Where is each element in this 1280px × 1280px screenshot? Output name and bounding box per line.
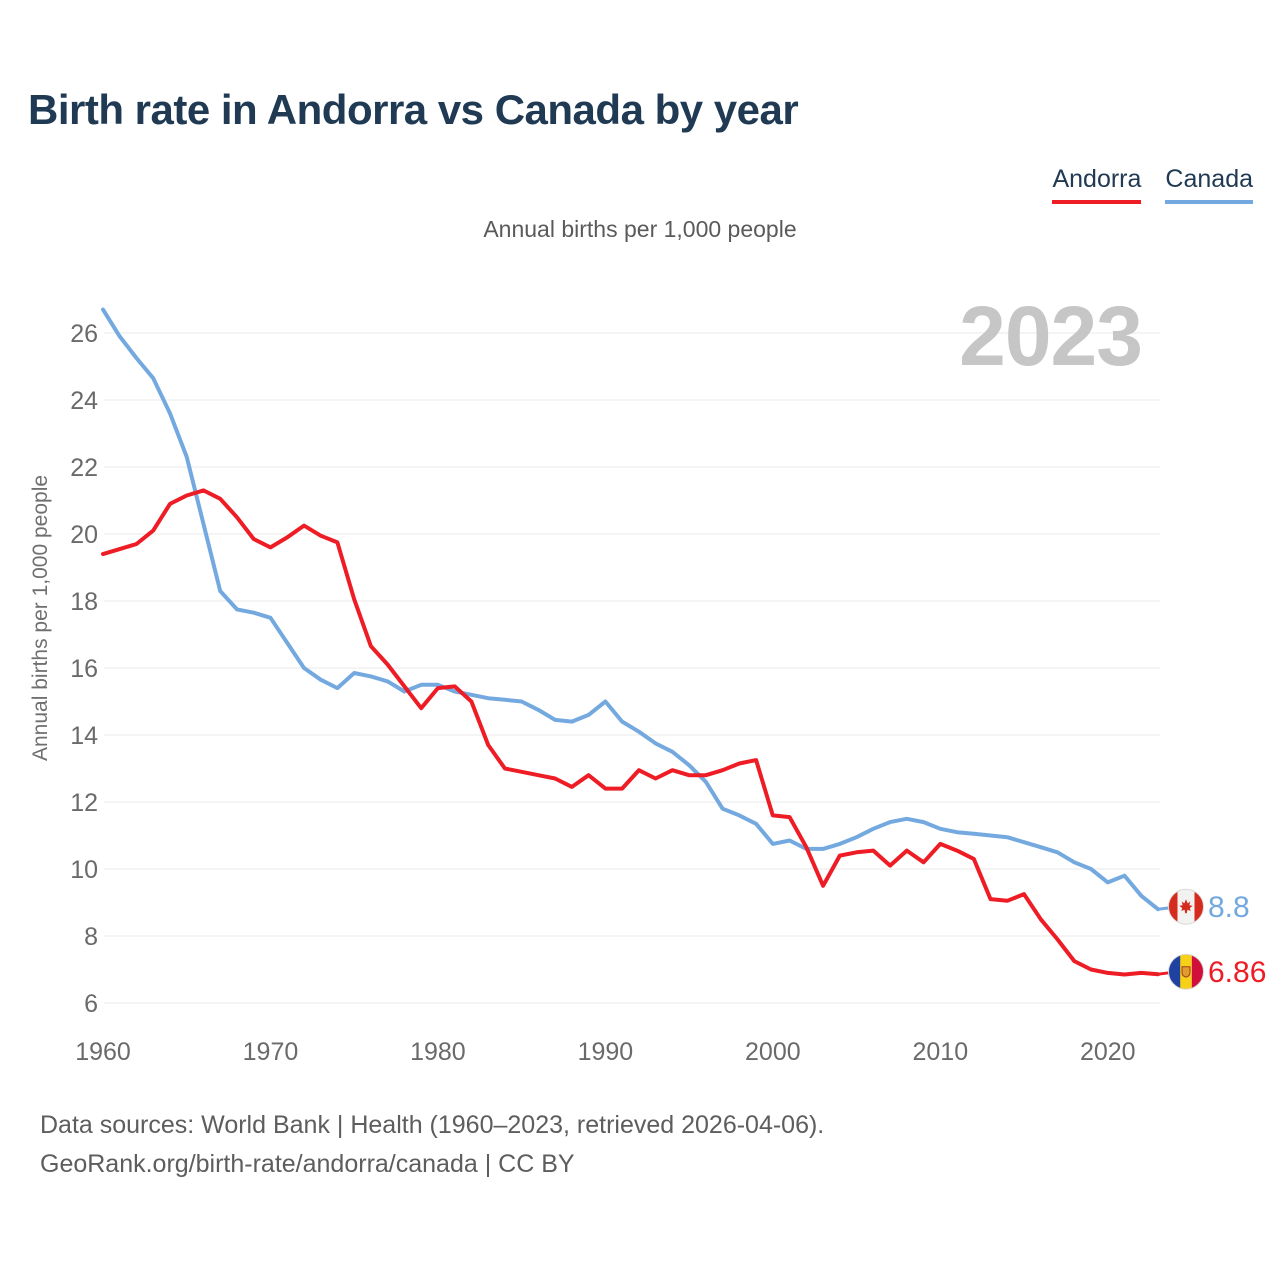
data-sources-line: Data sources: World Bank | Health (1960–… [40, 1111, 825, 1139]
andorra-flag-icon [1168, 953, 1204, 990]
x-tick-label: 1990 [578, 1038, 634, 1066]
canada-flag-icon [1168, 888, 1204, 925]
legend-item-canada[interactable]: Canada [1165, 165, 1253, 204]
chart-subtitle: Annual births per 1,000 people [483, 216, 797, 242]
x-tick-label: 1970 [243, 1038, 299, 1066]
legend: Andorra Canada [1052, 165, 1253, 204]
y-tick-label: 16 [70, 655, 98, 683]
y-tick-label: 22 [70, 454, 98, 482]
end-value-label-canada: 8.8 [1208, 891, 1250, 924]
series-line-canada[interactable] [101, 307, 1160, 912]
y-tick-label: 6 [84, 990, 98, 1018]
y-tick-label: 14 [70, 722, 98, 750]
x-tick-label: 2020 [1080, 1038, 1136, 1066]
x-tick-label: 1980 [410, 1038, 466, 1066]
x-tick-label: 1960 [75, 1038, 131, 1066]
y-tick-label: 12 [70, 789, 98, 817]
x-tick-label: 2000 [745, 1038, 801, 1066]
end-connector [1157, 906, 1171, 911]
y-tick-label: 10 [70, 856, 98, 884]
y-tick-label: 24 [70, 387, 98, 415]
legend-item-andorra[interactable]: Andorra [1052, 165, 1142, 204]
y-tick-label: 26 [70, 320, 98, 348]
end-value-label-andorra: 6.86 [1208, 956, 1266, 989]
y-tick-label: 20 [70, 521, 98, 549]
series-line-andorra[interactable] [101, 488, 1160, 977]
y-tick-label: 8 [84, 923, 98, 951]
y-tick-label: 18 [70, 588, 98, 616]
maple-leaf-icon [1179, 899, 1193, 914]
attribution-line: GeoRank.org/birth-rate/andorra/canada | … [40, 1150, 575, 1178]
chart-footer: Data sources: World Bank | Health (1960–… [40, 1106, 824, 1184]
page-title: Birth rate in Andorra vs Canada by year [28, 86, 799, 133]
end-connector [1157, 971, 1171, 976]
x-tick-label: 2010 [912, 1038, 968, 1066]
andorra-emblem-icon [1181, 966, 1191, 978]
watermark-year: 2023 [959, 289, 1143, 383]
